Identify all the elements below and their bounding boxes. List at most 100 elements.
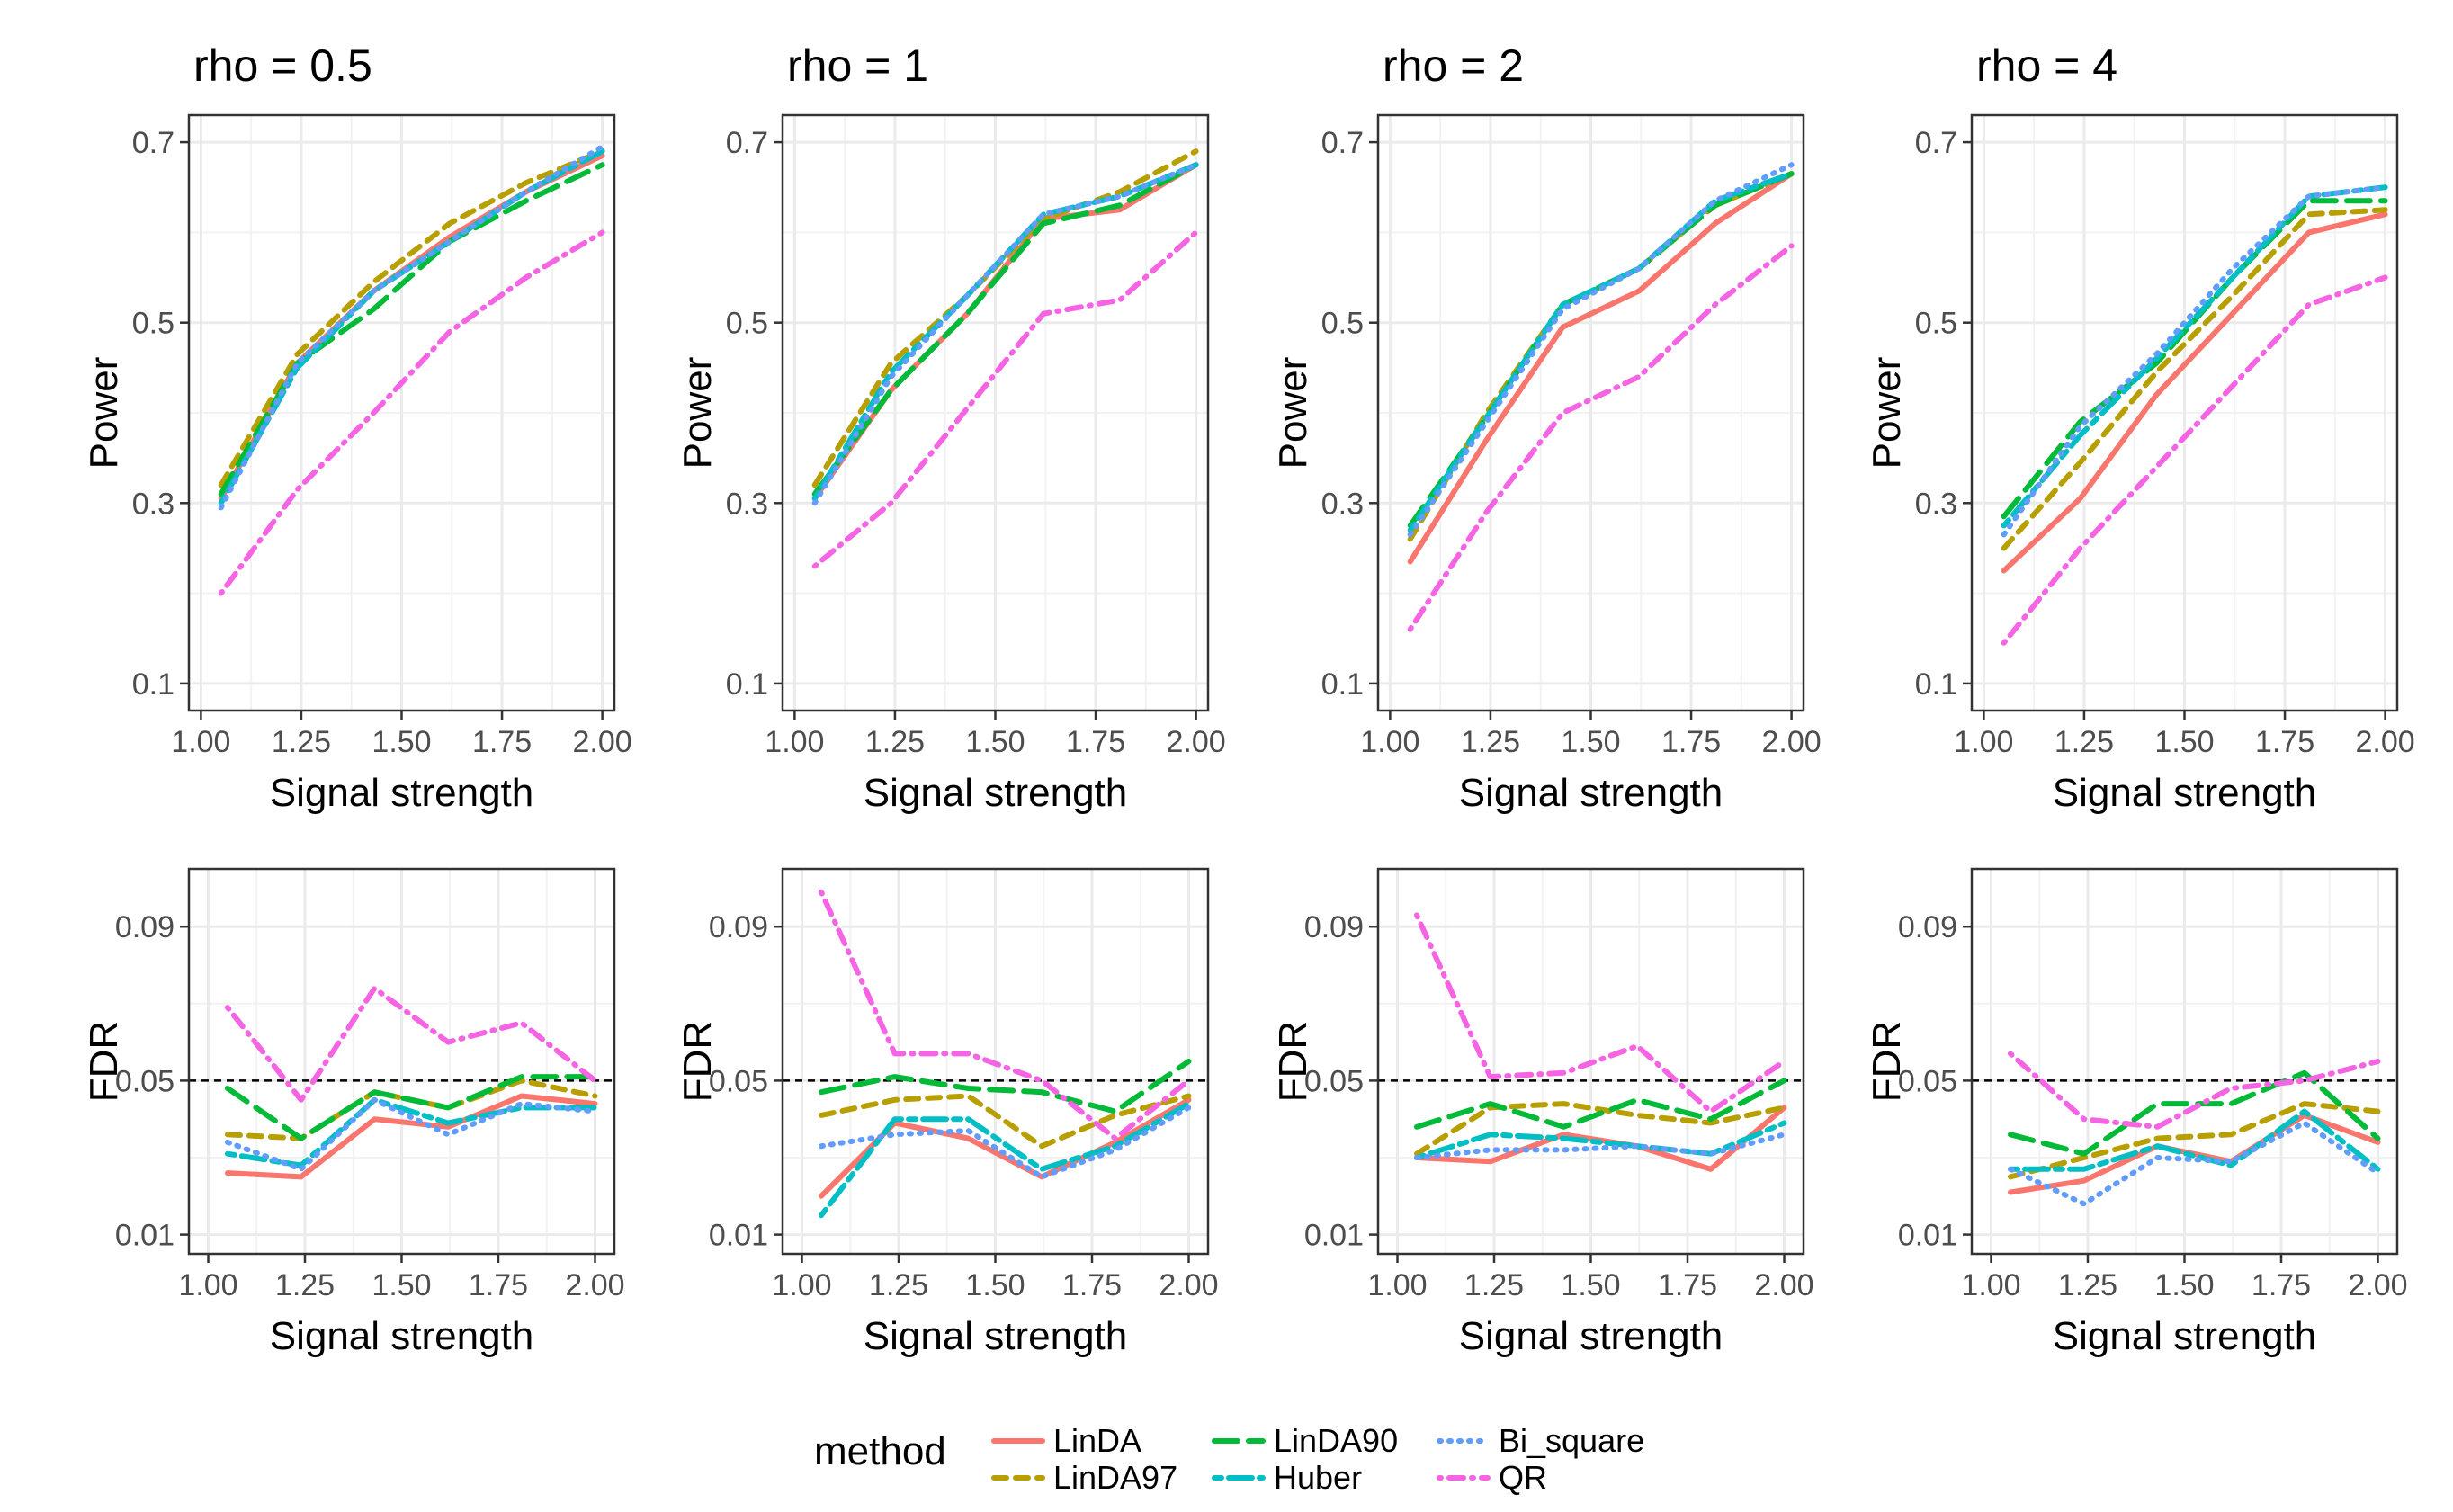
- x-tick-label: 1.25: [272, 725, 331, 759]
- y-tick-label: 0.1: [1321, 667, 1364, 702]
- y-tick-label: 0.7: [132, 126, 175, 160]
- x-tick-label: 1.50: [372, 1268, 431, 1302]
- y-tick-label: 0.09: [1898, 910, 1957, 944]
- legend-label: LinDA97: [1053, 1459, 1177, 1496]
- x-tick-label: 2.00: [565, 1268, 624, 1302]
- series-line-qr: [819, 889, 1192, 1141]
- series-line-linda97: [819, 1093, 1192, 1150]
- series-line-bi-square: [1414, 1132, 1787, 1160]
- y-tick-label: 0.3: [1915, 487, 1957, 521]
- y-axis-title: Power: [1865, 357, 1909, 470]
- series-line-huber: [225, 1096, 598, 1168]
- series-group: [1407, 162, 1795, 632]
- x-tick-label: 1.75: [2252, 1268, 2311, 1302]
- x-tick-label: 2.00: [1167, 725, 1226, 759]
- series-line-linda97: [218, 148, 605, 488]
- series-line-qr: [1407, 243, 1795, 632]
- y-axis-title: FDR: [82, 1021, 126, 1102]
- series-line-linda90: [225, 1074, 598, 1141]
- panel-1: 0.1 0.3 0.5 0.7 1.00 1.25 1.50 1.75 2.00 Signal s…: [82, 40, 632, 815]
- y-tick-label: 0.09: [1304, 910, 1364, 944]
- y-tick-label: 0.05: [709, 1064, 768, 1098]
- y-tick-label: 0.1: [1915, 667, 1957, 702]
- x-axis-title: Signal strength: [270, 771, 534, 815]
- y-axis-title: FDR: [1271, 1021, 1315, 1102]
- x-tick-label: 1.75: [1062, 1268, 1122, 1302]
- y-tick-label: 0.09: [709, 910, 768, 944]
- y-axis-title: Power: [676, 357, 720, 470]
- series-line-qr: [218, 229, 605, 596]
- x-tick-label: 1.00: [1961, 1268, 2020, 1302]
- x-tick-label: 1.75: [469, 1268, 528, 1302]
- x-tick-label: 1.00: [772, 1268, 831, 1302]
- y-tick-label: 0.05: [1898, 1064, 1957, 1098]
- series-line-huber: [2001, 184, 2388, 529]
- panel-7: 0.01 0.05 0.09 1.00 1.25 1.50 1.75 2.00 Signal s…: [1271, 867, 1814, 1358]
- x-tick-label: 1.00: [765, 725, 824, 759]
- y-axis-title: FDR: [676, 1021, 720, 1102]
- panel-title: rho = 2: [1383, 40, 1524, 91]
- x-tick-label: 1.50: [2154, 725, 2214, 759]
- legend-label: LinDA: [1053, 1422, 1141, 1459]
- x-axis-title: Signal strength: [1459, 771, 1723, 815]
- x-tick-label: 1.50: [1561, 1268, 1620, 1302]
- series-group: [1414, 912, 1787, 1172]
- x-tick-label: 2.00: [573, 725, 632, 759]
- series-line-linda90: [811, 162, 1199, 497]
- x-tick-label: 1.50: [965, 725, 1025, 759]
- legend-label: Huber: [1274, 1459, 1362, 1496]
- y-tick-label: 0.3: [1321, 487, 1364, 521]
- x-tick-label: 1.00: [171, 725, 230, 759]
- panel-title: rho = 4: [1976, 40, 2117, 91]
- series-line-huber: [2008, 1108, 2381, 1172]
- y-tick-label: 0.5: [1321, 307, 1364, 341]
- x-tick-label: 1.25: [865, 725, 925, 759]
- legend-item-huber: Huber: [1212, 1459, 1362, 1496]
- y-tick-label: 0.5: [726, 307, 768, 341]
- y-tick-label: 0.1: [726, 667, 768, 702]
- panel-5: 0.01 0.05 0.09 1.00 1.25 1.50 1.75 2.00 Signal s…: [82, 867, 625, 1358]
- legend-item-linda: LinDA: [991, 1422, 1141, 1459]
- series-line-linda90: [2001, 198, 2388, 520]
- series-line-linda97: [2001, 207, 2388, 551]
- x-tick-label: 1.75: [2255, 725, 2314, 759]
- x-axis-title: Signal strength: [270, 1314, 534, 1358]
- series-group: [225, 985, 598, 1180]
- x-tick-label: 1.75: [472, 725, 532, 759]
- y-tick-label: 0.7: [1915, 126, 1957, 160]
- x-tick-label: 1.50: [2154, 1268, 2214, 1302]
- series-line-bi-square: [819, 1105, 1192, 1180]
- legend-item-linda97: LinDA97: [991, 1459, 1177, 1496]
- panel-2: 0.1 0.3 0.5 0.7 1.00 1.25 1.50 1.75 2.00 Signal s…: [676, 40, 1226, 815]
- y-tick-label: 0.09: [115, 910, 175, 944]
- x-tick-label: 1.25: [2058, 1268, 2117, 1302]
- series-line-linda90: [1414, 1078, 1787, 1130]
- series-line-qr: [2001, 274, 2388, 646]
- y-axis-title: Power: [1271, 357, 1315, 470]
- y-tick-label: 0.01: [115, 1219, 175, 1253]
- series-line-linda: [225, 1093, 598, 1180]
- panel-title: rho = 0.5: [193, 40, 372, 91]
- legend-label: LinDA90: [1274, 1422, 1398, 1459]
- series-line-qr: [1414, 912, 1787, 1114]
- x-tick-label: 1.00: [1360, 725, 1419, 759]
- x-tick-label: 1.75: [1658, 1268, 1717, 1302]
- x-axis-title: Signal strength: [2053, 771, 2317, 815]
- y-tick-label: 0.05: [115, 1064, 175, 1098]
- legend-item-qr: QR: [1437, 1459, 1547, 1496]
- x-tick-label: 1.25: [275, 1268, 335, 1302]
- panel-8: 0.01 0.05 0.09 1.00 1.25 1.50 1.75 2.00 Signal s…: [1865, 867, 2408, 1358]
- x-tick-label: 1.00: [1367, 1268, 1427, 1302]
- x-axis-title: Signal strength: [864, 771, 1128, 815]
- legend-title: method: [814, 1429, 946, 1473]
- y-tick-label: 0.3: [132, 487, 175, 521]
- y-tick-label: 0.5: [1915, 307, 1957, 341]
- y-tick-label: 0.3: [726, 487, 768, 521]
- y-tick-label: 0.05: [1304, 1064, 1364, 1098]
- panel-title: rho = 1: [787, 40, 928, 91]
- series-line-huber: [1414, 1120, 1787, 1160]
- series-group: [2001, 184, 2388, 646]
- x-tick-label: 1.50: [965, 1268, 1025, 1302]
- series-line-bi-square: [1407, 162, 1795, 538]
